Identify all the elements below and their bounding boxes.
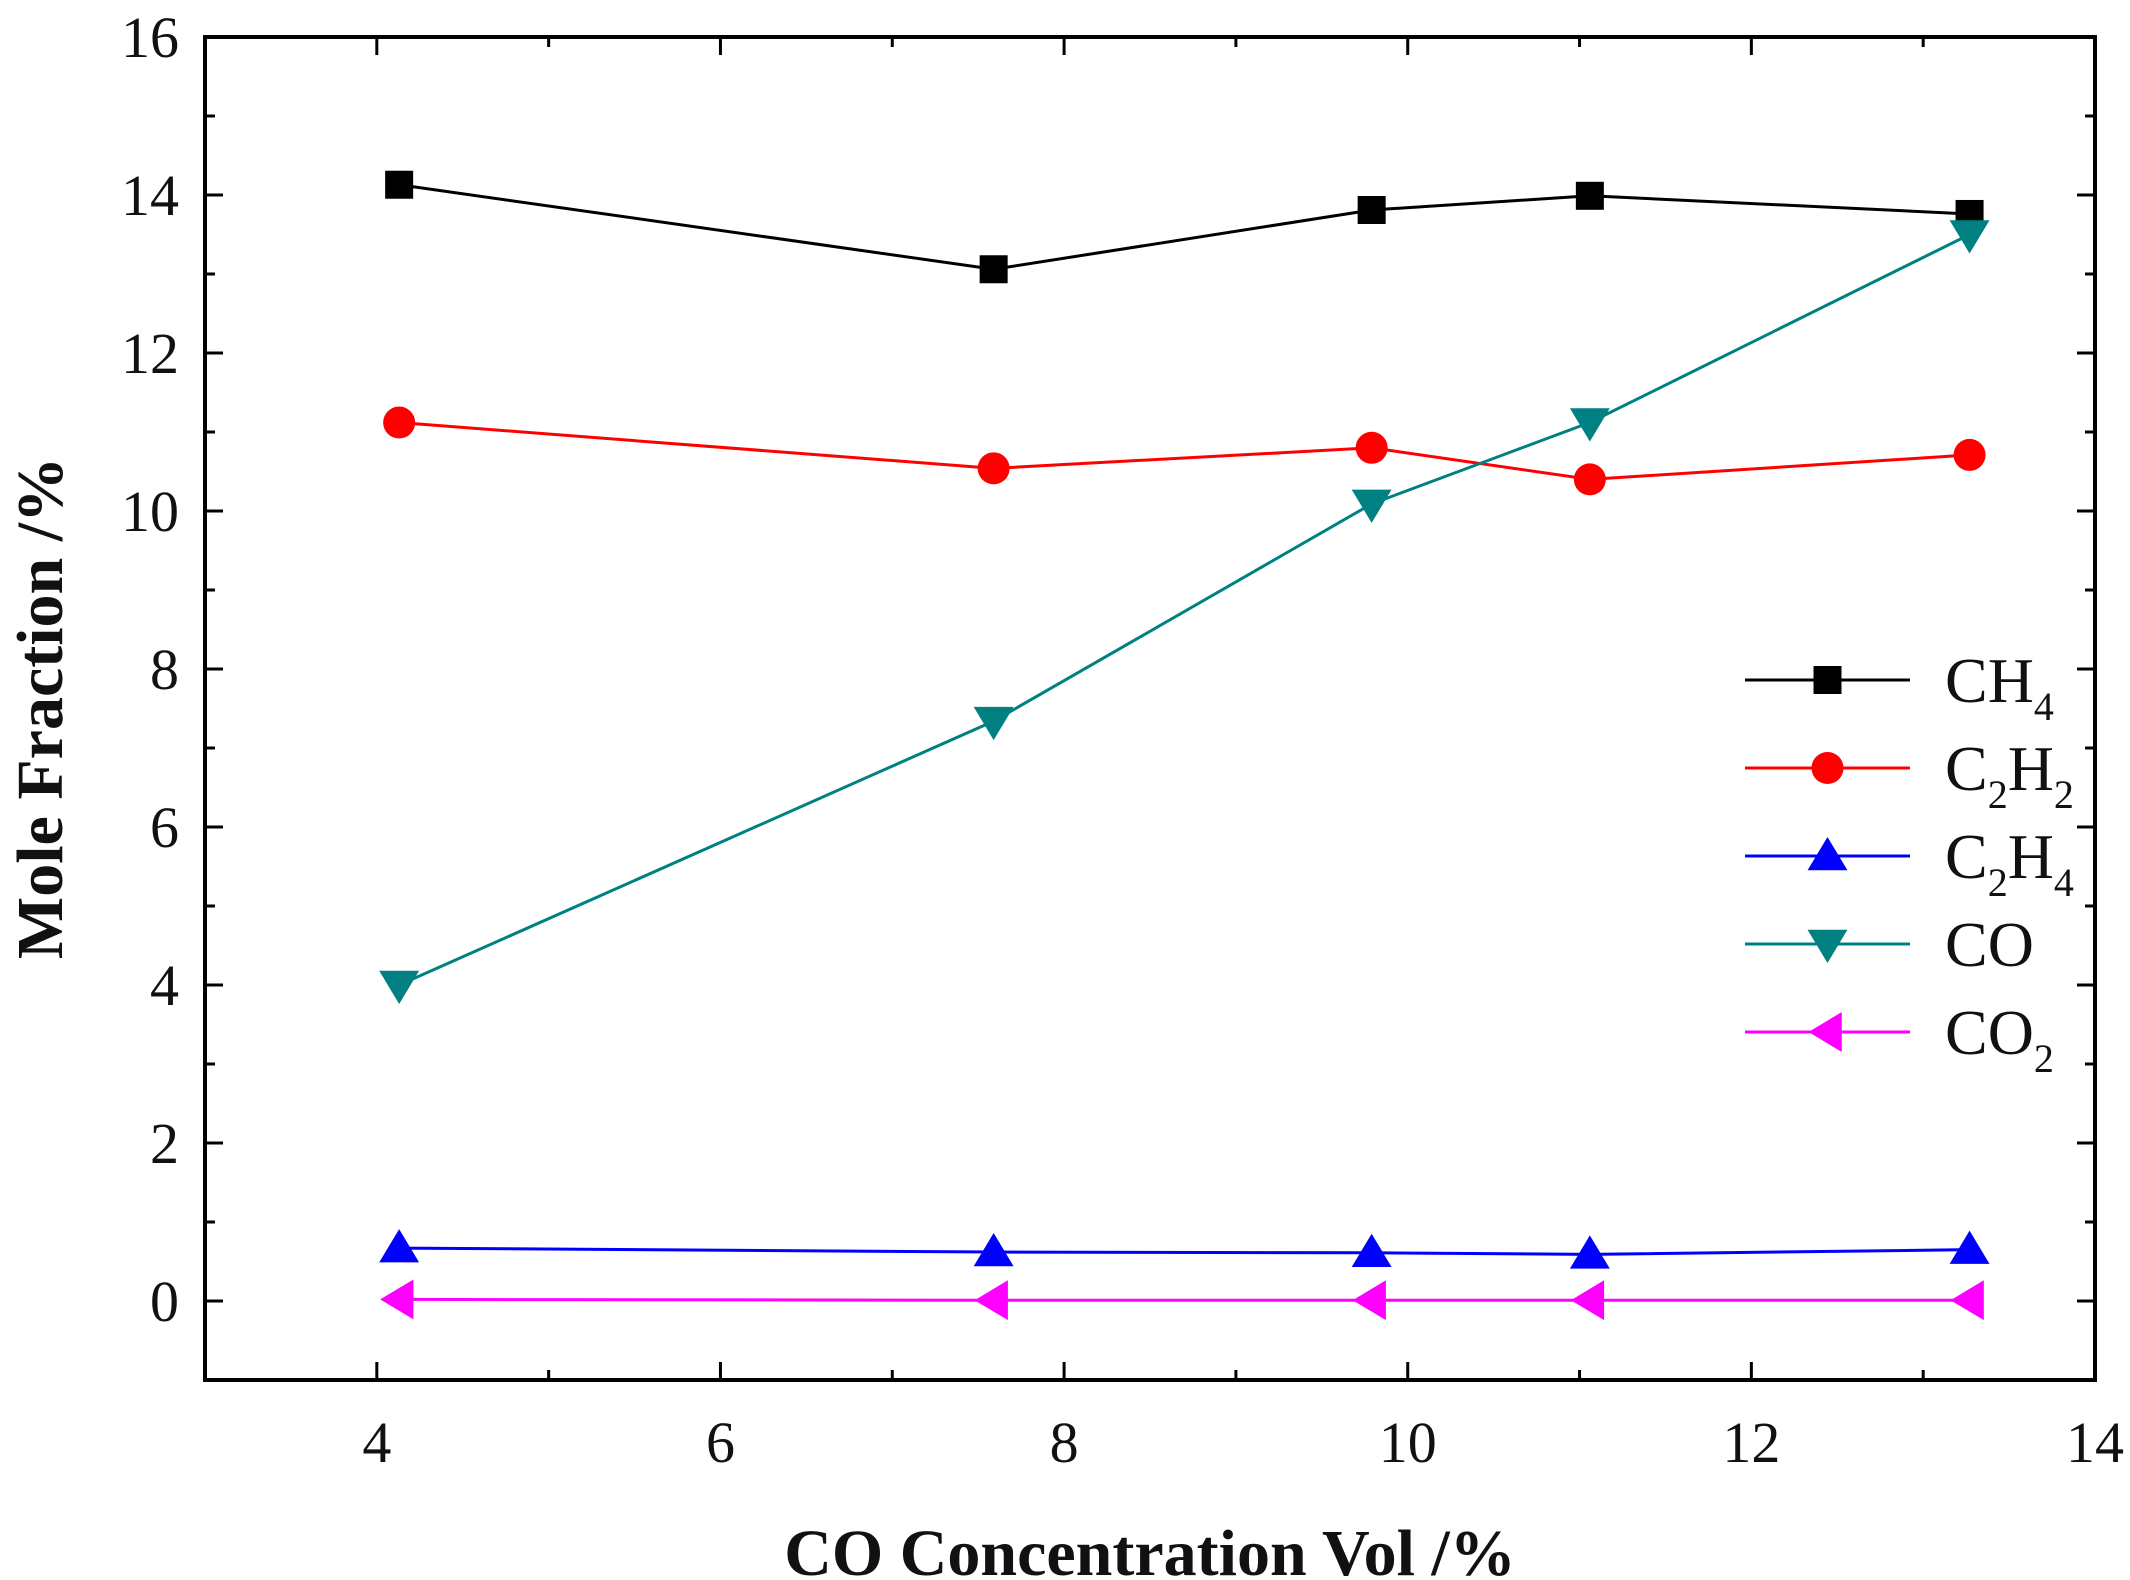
- data-point-co: [1569, 408, 1610, 442]
- y-tick-label: 8: [150, 637, 179, 702]
- data-point-c2h2: [1573, 463, 1606, 496]
- data-point-co: [1949, 220, 1990, 254]
- data-point-c2h2: [1953, 438, 1986, 471]
- y-tick-label: 12: [121, 321, 179, 386]
- data-point-ch4: [385, 170, 414, 199]
- data-point-co2: [1352, 1280, 1386, 1321]
- data-point-c2h2: [1355, 431, 1388, 464]
- y-tick-label: 14: [121, 163, 179, 228]
- data-point-c2h2: [977, 452, 1010, 485]
- x-tick-label: 4: [362, 1410, 391, 1475]
- y-axis-title: Mole Fraction /%: [4, 457, 77, 959]
- x-tick-label: 14: [2066, 1410, 2124, 1475]
- x-tick-label: 12: [1722, 1410, 1780, 1475]
- data-point-co: [379, 970, 420, 1004]
- legend-marker-ch4: [1813, 666, 1842, 694]
- data-point-co2: [1950, 1280, 1984, 1321]
- legend-marker-c2h4: [1807, 837, 1848, 871]
- x-tick-label: 8: [1050, 1410, 1079, 1475]
- series-co: [379, 220, 1990, 1004]
- data-point-c2h4: [973, 1233, 1014, 1267]
- data-point-c2h4: [1569, 1235, 1610, 1269]
- x-axis-title: CO Concentration Vol /%: [784, 1517, 1516, 1580]
- data-point-ch4: [1575, 181, 1604, 210]
- axis-ticks: 4 6 8 10 12 14 0 2 4 6 8 10 12 14 16: [121, 5, 2124, 1475]
- series-line-ch4: [398, 183, 1970, 271]
- legend-label-ch4: CH4: [1945, 645, 2054, 729]
- legend-item-co: CO: [1745, 909, 2034, 980]
- data-point-co: [973, 706, 1014, 741]
- series-line-co: [398, 233, 1971, 987]
- series-ch4: [385, 170, 1984, 284]
- legend-item-co2: CO2: [1745, 997, 2054, 1081]
- legend-marker-c2h2: [1811, 752, 1844, 784]
- legend-label-c2h4: C2H4: [1945, 821, 2074, 905]
- y-tick-label: 6: [150, 795, 179, 860]
- legend-marker-co: [1807, 929, 1848, 963]
- data-point-co2: [974, 1280, 1008, 1321]
- y-tick-label: 4: [150, 953, 179, 1018]
- data-point-ch4: [979, 255, 1008, 284]
- data-point-c2h4: [1351, 1233, 1392, 1268]
- x-tick-label: 6: [706, 1410, 735, 1475]
- plot-frame: [203, 35, 2097, 1382]
- y-tick-label: 16: [121, 5, 179, 70]
- data-point-c2h2: [383, 406, 416, 439]
- series-layer: [379, 170, 1990, 1321]
- data-point-ch4: [1357, 196, 1386, 225]
- data-point-c2h4: [1949, 1230, 1990, 1264]
- series-line-co2: [399, 1297, 1970, 1302]
- series-c2h4: [379, 1229, 1990, 1269]
- data-point-c2h4: [379, 1229, 420, 1263]
- x-tick-label: 10: [1379, 1410, 1437, 1475]
- series-line-c2h4: [399, 1246, 1970, 1256]
- y-tick-label: 0: [150, 1269, 179, 1334]
- data-point-co2: [380, 1279, 414, 1320]
- legend-label-c2h2: C2H2: [1945, 733, 2074, 817]
- data-point-co2: [1570, 1280, 1605, 1321]
- series-line-c2h2: [399, 421, 1970, 481]
- series-c2h2: [383, 406, 1986, 496]
- data-point-co: [1351, 489, 1392, 523]
- y-tick-label: 10: [121, 479, 179, 544]
- legend-marker-co2: [1808, 1012, 1842, 1052]
- legend-item-ch4: CH4: [1745, 645, 2054, 729]
- legend-label-co2: CO2: [1945, 997, 2054, 1081]
- series-co2: [380, 1279, 1984, 1321]
- legend-item-c2h4: C2H4: [1745, 821, 2074, 905]
- y-tick-label: 2: [150, 1111, 179, 1176]
- legend-item-c2h2: C2H2: [1745, 733, 2074, 817]
- legend-label-co: CO: [1945, 909, 2034, 980]
